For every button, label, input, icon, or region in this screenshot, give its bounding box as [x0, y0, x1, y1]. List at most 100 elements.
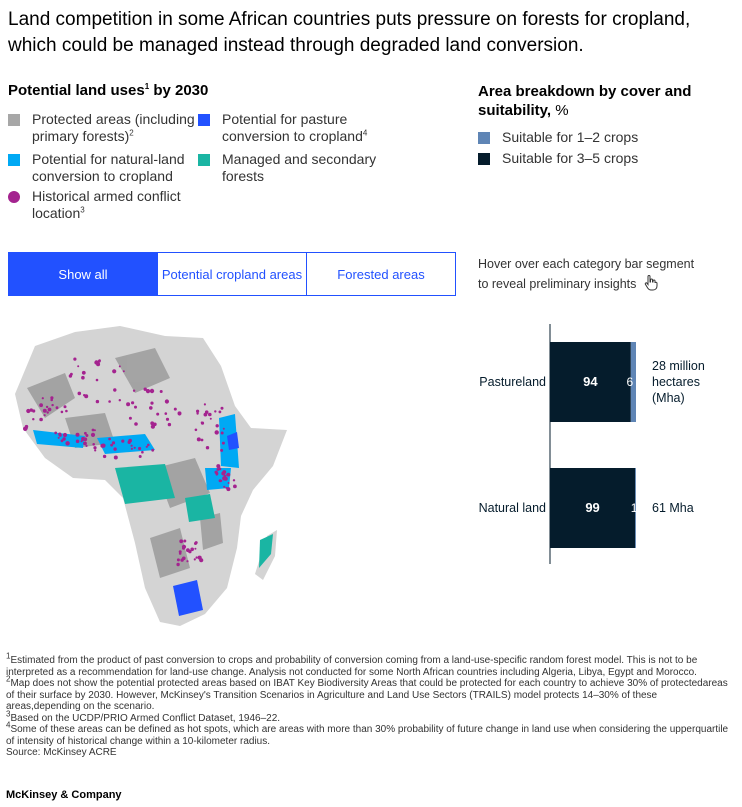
conflict-dot	[108, 437, 111, 441]
conflict-dot	[93, 446, 97, 450]
conflict-dot	[93, 429, 96, 432]
conflict-dot	[164, 399, 169, 404]
conflict-dot	[54, 431, 58, 435]
conflict-dot	[73, 357, 77, 361]
category-label: Pastureland	[479, 375, 546, 389]
conflict-dot	[50, 398, 53, 402]
area-breakdown-bar-chart: Pastureland 94 6 28 million hectares (Mha) Nat…	[479, 324, 705, 564]
footnotes: 1Estimated from the product of past conv…	[6, 651, 734, 759]
legend-sup: 4	[362, 128, 368, 138]
conflict-dot	[222, 427, 225, 430]
conflict-dot	[220, 448, 224, 452]
conflict-dot	[150, 401, 154, 405]
conflict-dot	[63, 405, 67, 409]
conflict-dot	[92, 443, 95, 446]
conflict-dot	[196, 412, 199, 415]
conflict-dot	[46, 411, 49, 414]
conflict-dot	[108, 400, 111, 403]
conflict-dot	[200, 438, 204, 442]
conflict-dot	[102, 454, 107, 459]
tab-forested-areas[interactable]: Forested areas	[337, 266, 425, 282]
conflict-dot	[25, 427, 28, 430]
source-line: Source: McKinsey ACRE	[6, 747, 117, 758]
conflict-dot	[149, 406, 153, 410]
conflict-dot	[132, 389, 136, 392]
conflict-dot	[203, 403, 206, 406]
bar-segment-1-2-crops	[635, 468, 636, 548]
conflict-dot	[134, 422, 138, 426]
legend-line-2: primary forests)	[32, 128, 130, 144]
conflict-dot	[77, 365, 80, 368]
pasture-patch	[227, 432, 239, 450]
breakdown-legend-label: Suitable for 1–2 crops	[502, 129, 639, 145]
conflict-dot	[226, 487, 231, 492]
bar-segment-3-5-crops	[550, 342, 631, 422]
conflict-dot	[138, 455, 142, 458]
conflict-dot	[222, 470, 227, 474]
tab-potential-cropland-areas[interactable]: Potential cropland areas	[158, 253, 307, 295]
conflict-dot	[156, 412, 160, 416]
tab-show-all[interactable]: Show all	[9, 253, 158, 295]
hover-line-1: Hover over each category bar segment	[478, 257, 695, 271]
pasture-patch	[173, 580, 203, 616]
legend-heading-suffix: by 2030	[149, 82, 209, 99]
conflict-dot	[218, 410, 222, 414]
blue-square-swatch-icon	[198, 114, 210, 126]
conflict-dot	[233, 484, 237, 489]
conflict-dot	[113, 447, 117, 451]
conflict-dot	[151, 448, 155, 452]
conflict-dot	[122, 370, 125, 373]
category-label: Natural land	[479, 501, 546, 515]
conflict-dot	[127, 440, 131, 444]
filter-tabs: Show all Potential cropland areas Forest…	[8, 252, 456, 296]
conflict-dot	[68, 374, 73, 378]
conflict-dot	[196, 437, 201, 442]
conflict-dot	[216, 464, 221, 469]
breakdown-legend-item-1-2-crops: Suitable for 1–2 crops	[478, 129, 678, 147]
breakdown-legend-label: Suitable for 3–5 crops	[502, 150, 639, 166]
conflict-dot	[45, 405, 49, 409]
legend-line-1: Historical armed conflict	[32, 188, 181, 204]
footnote-text: Based on the UCDP/PRIO Armed Conflict Da…	[10, 712, 281, 724]
conflict-dot	[41, 397, 44, 400]
conflict-dot	[57, 436, 60, 439]
footnote-sup: 4	[6, 720, 11, 730]
conflict-dot	[95, 378, 99, 382]
legend-item-label: Historical armed conflict location3	[32, 188, 181, 222]
footnote-sup: 3	[6, 709, 11, 719]
conflict-dot	[200, 421, 203, 424]
conflict-dot	[145, 389, 151, 394]
conflict-dot	[181, 544, 187, 549]
conflict-dot	[167, 422, 172, 427]
page-title: Land competition in some African countri…	[8, 9, 691, 56]
conflict-dot	[194, 547, 197, 550]
conflict-dot	[147, 443, 150, 447]
footnote-sup: 1	[6, 651, 11, 661]
footnote-3: 3Based on the UCDP/PRIO Armed Conflict D…	[6, 710, 734, 725]
conflict-dot	[51, 403, 54, 407]
conflict-dot	[214, 430, 219, 435]
legend-item-label: Protected areas (including primary forest…	[32, 111, 195, 145]
conflict-dot	[81, 375, 85, 380]
conflict-dot	[186, 560, 189, 563]
conflict-dot	[221, 441, 225, 445]
navy-square-swatch-icon	[478, 153, 490, 165]
conflict-dot	[209, 417, 212, 420]
conflict-dot	[65, 409, 68, 413]
legend-item-label: Potential for natural-land conversion to …	[32, 151, 185, 185]
conflict-dot	[196, 409, 200, 413]
footnote-sup: 2	[6, 674, 11, 684]
conflict-dot	[164, 412, 168, 415]
conflict-dot	[111, 441, 116, 445]
conflict-dot	[134, 405, 137, 409]
conflict-dot	[183, 539, 187, 543]
conflict-dot	[178, 552, 182, 555]
conflict-dot	[26, 408, 31, 414]
conflict-dot	[220, 431, 224, 435]
conflict-dot	[85, 434, 89, 437]
cyan-square-swatch-icon	[8, 154, 20, 166]
legend-line-1: Protected areas (including	[32, 111, 195, 127]
footnote-2: 2Map does not show the potential protect…	[6, 674, 734, 713]
conflict-dot	[80, 440, 83, 443]
legend-line-1: Potential for natural-land	[32, 151, 185, 167]
